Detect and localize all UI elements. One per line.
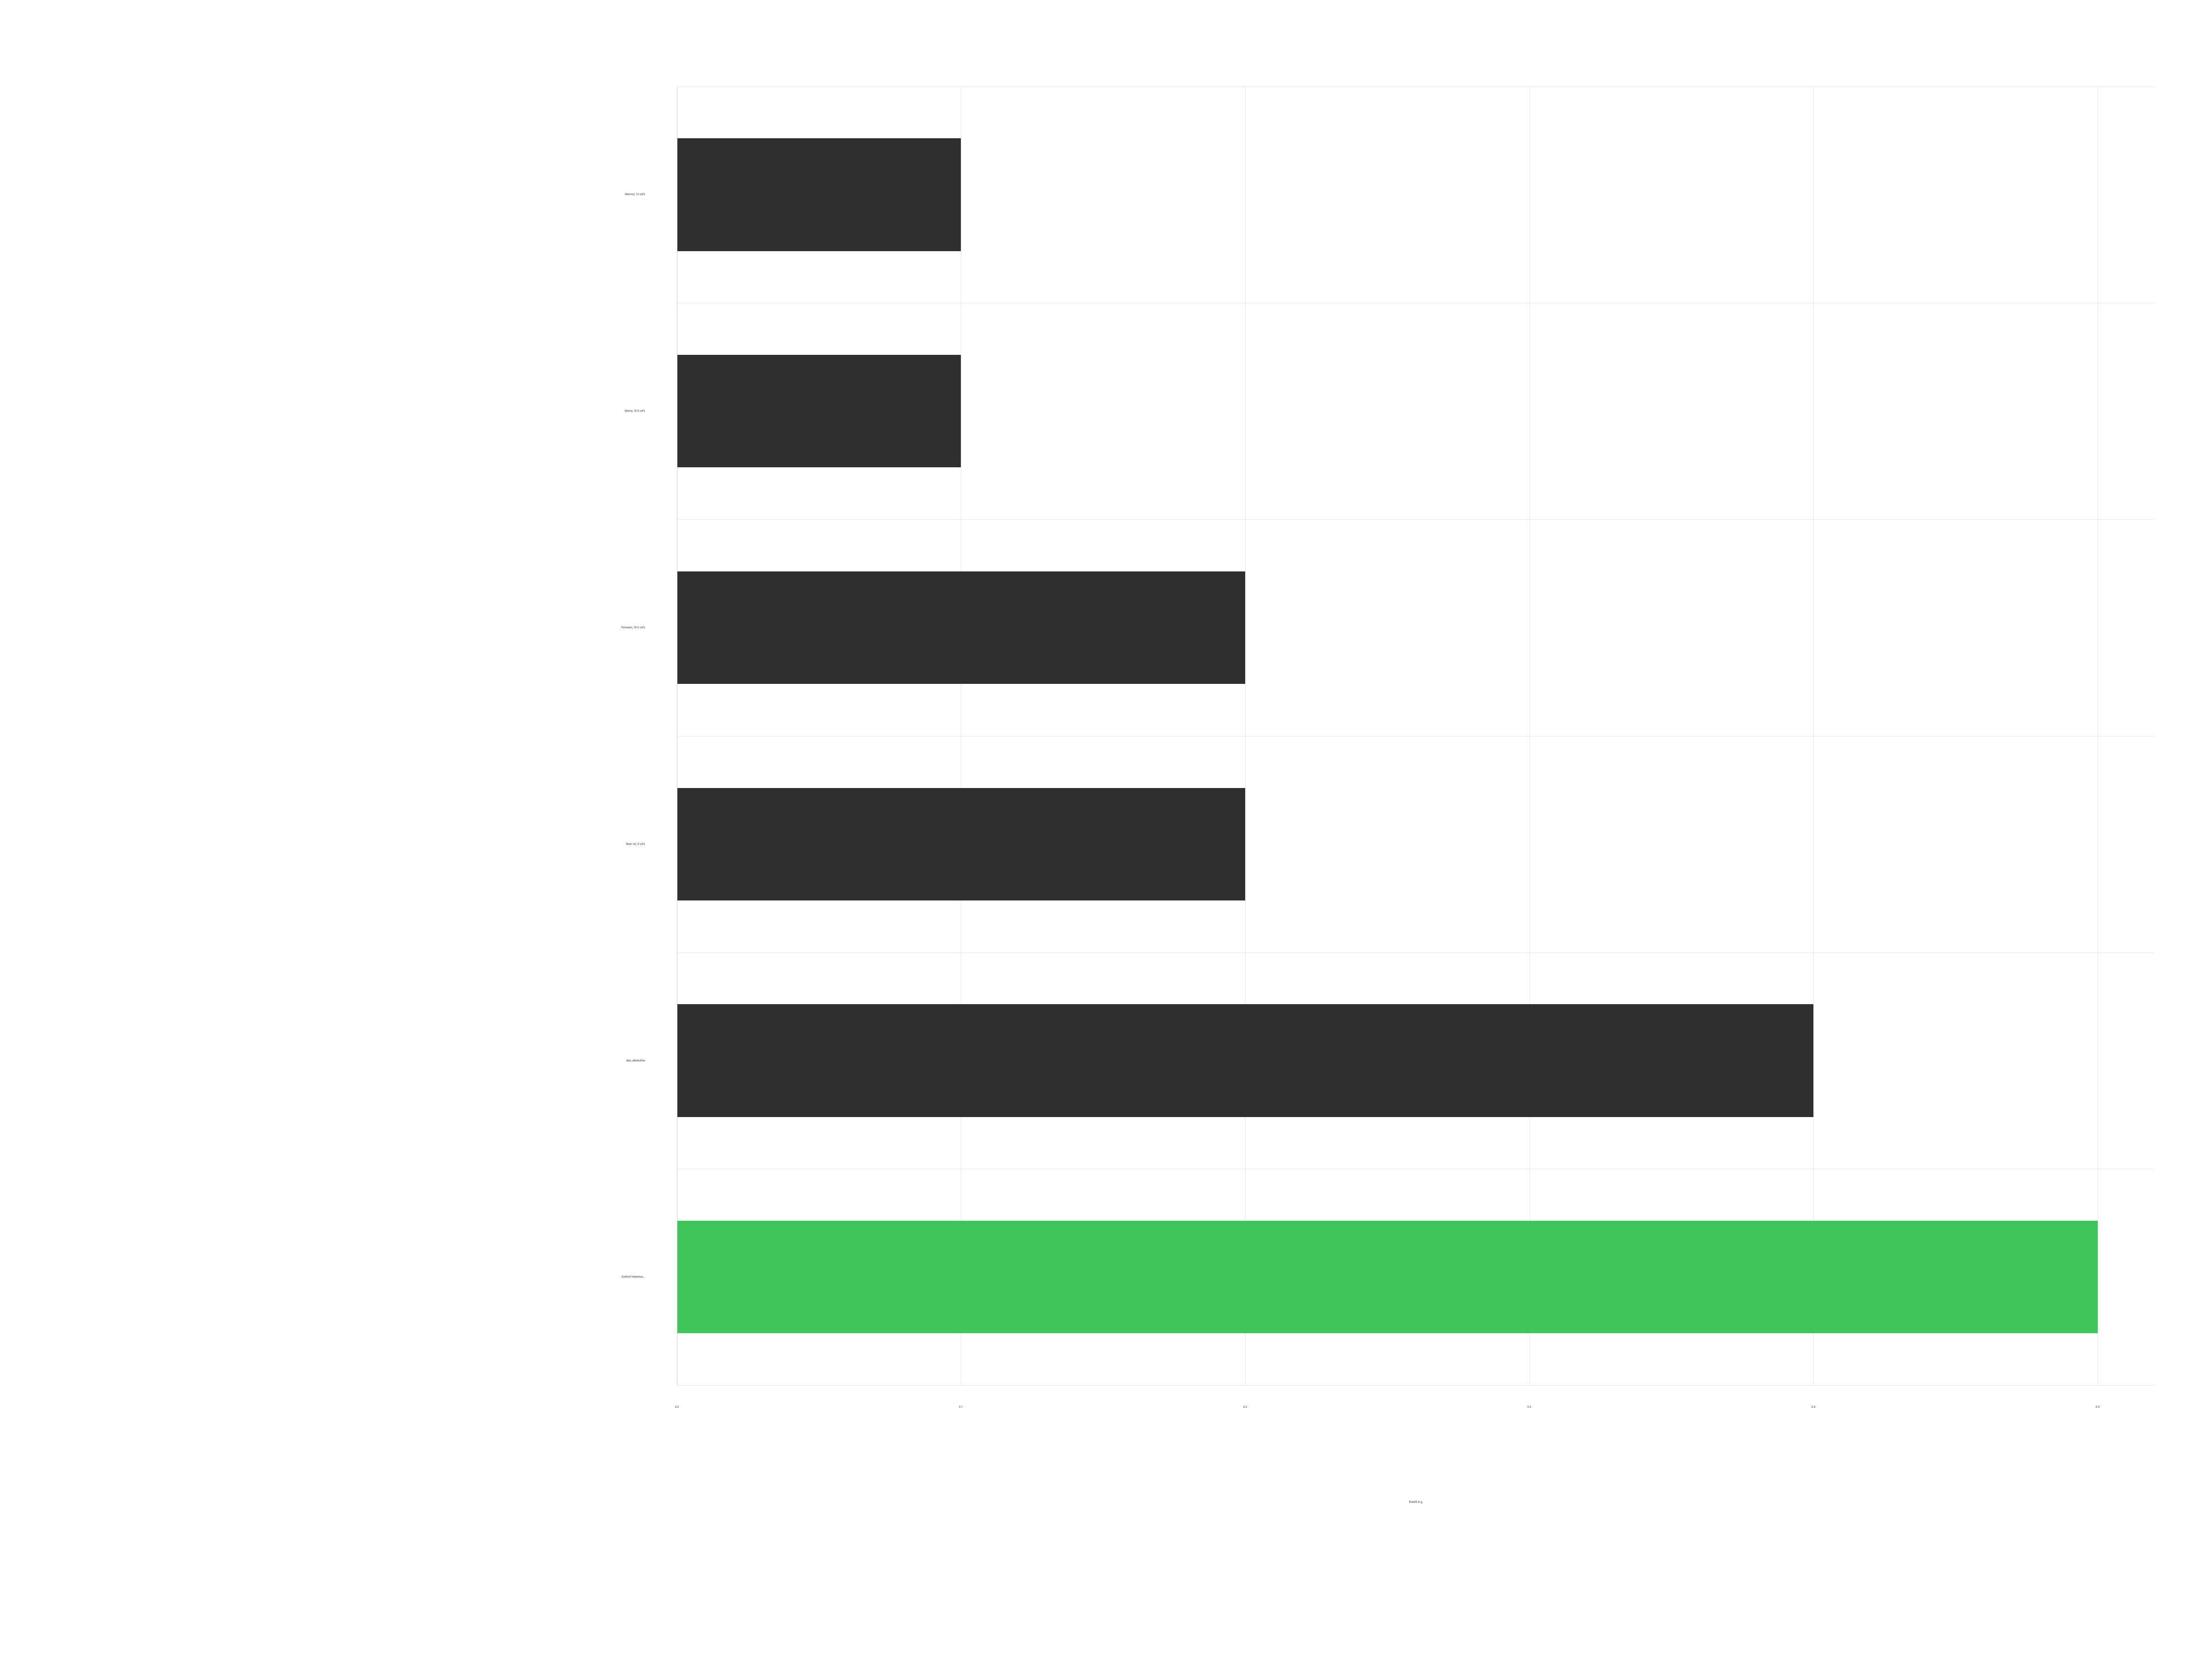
y-grid-line [677,519,2154,520]
x-tick-label: 0.5 [2096,1406,2100,1409]
bar [677,788,1245,900]
x-tick-label: 0.0 [675,1406,679,1409]
x-tick-label: 0.4 [1812,1406,1815,1409]
x-tick-label: 0.2 [1243,1406,1247,1409]
bar [677,355,961,467]
y-category-label: Sherry, 18.5 vol% [624,410,645,413]
y-category-label: Portwein, 18.5 vol% [621,626,645,629]
x-tick-label: 0.3 [1527,1406,1531,1409]
plot-area [677,87,2154,1386]
y-grid-line [677,1385,2154,1386]
bar [677,571,1245,684]
y-category-label: Eichhof Hubertus... [622,1276,645,1279]
y-category-label: Wermut, 15 vol% [625,193,645,196]
bar [677,1221,2098,1333]
bar [677,138,961,251]
x-tick-label: 0.1 [959,1406,963,1409]
y-category-label: Wein rot, 9 vol% [626,842,645,846]
protein-bar-chart: Wermut, 15 vol% Sherry, 18.5 vol% Portwein… [0,0,2212,1659]
x-axis-title: Eiweiß in g [1409,1500,1423,1504]
bar [677,1004,1813,1117]
y-category-label: Bier, alkoholfrei [626,1059,645,1062]
